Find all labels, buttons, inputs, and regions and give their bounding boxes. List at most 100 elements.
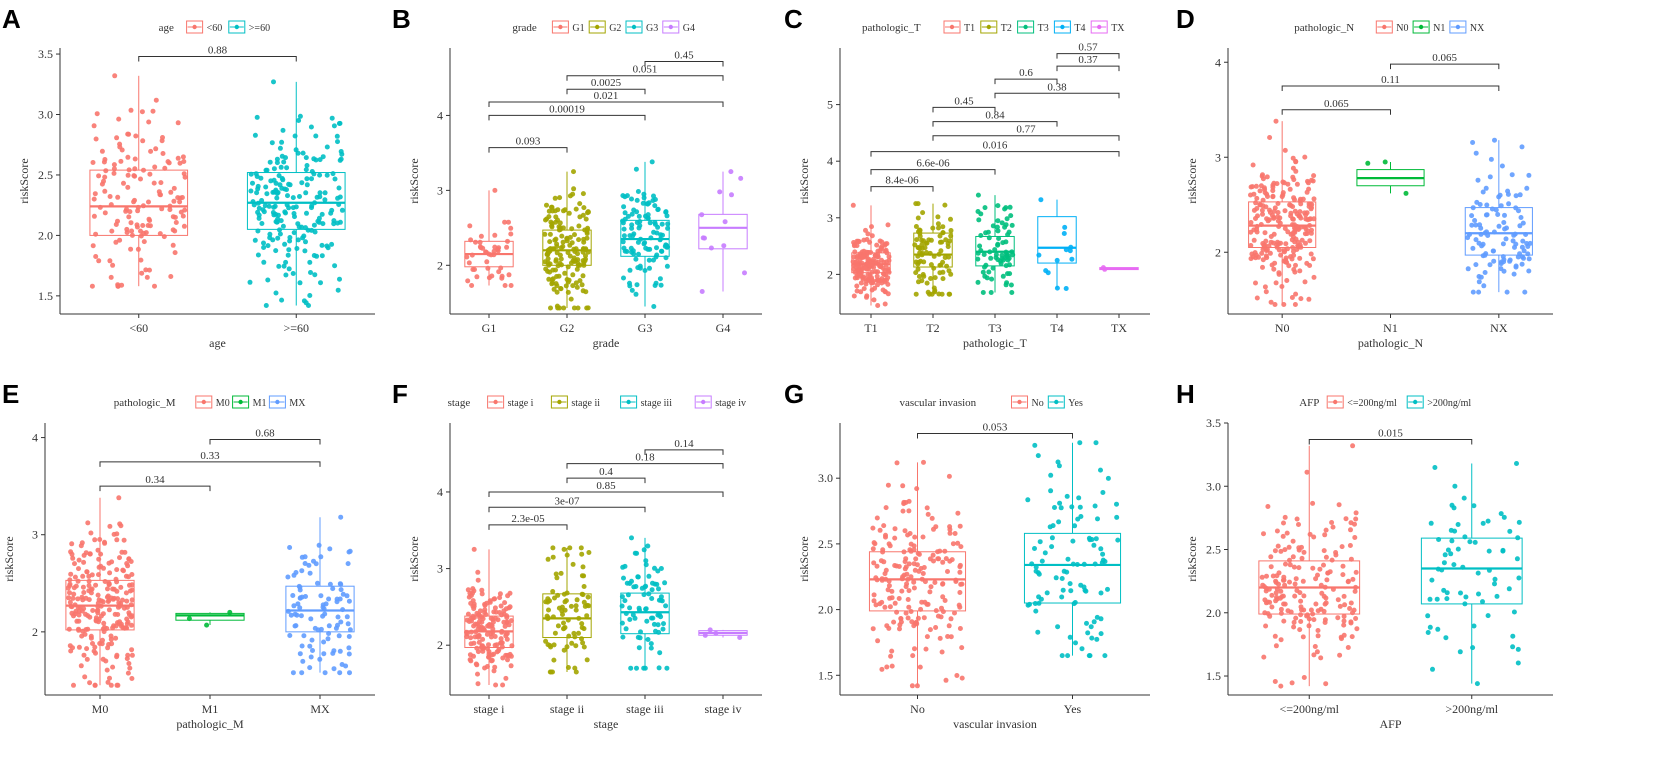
- data-point: [1300, 578, 1306, 584]
- data-point: [116, 116, 122, 122]
- data-point: [1526, 256, 1532, 262]
- comparison: 0.45: [644, 49, 724, 67]
- data-point: [638, 629, 643, 635]
- legend-label: stage iv: [715, 398, 746, 409]
- legend: AFP <=200ng/ml >200ng/ml: [1299, 395, 1471, 409]
- data-point: [337, 648, 343, 654]
- data-point: [1511, 271, 1517, 277]
- data-point: [633, 584, 639, 589]
- data-point: [76, 557, 82, 563]
- data-point: [658, 614, 664, 620]
- data-point: [649, 159, 655, 165]
- data-point: [1098, 631, 1104, 637]
- data-point: [1353, 510, 1359, 516]
- data-point: [557, 220, 563, 226]
- data-point: [100, 656, 106, 662]
- data-point: [858, 289, 864, 295]
- data-point: [1279, 194, 1285, 200]
- data-point: [70, 595, 76, 601]
- data-point: [1322, 617, 1328, 623]
- data-point: [1350, 576, 1356, 582]
- data-point: [1098, 467, 1103, 473]
- data-point: [1275, 218, 1281, 224]
- data-point: [645, 543, 651, 549]
- legend-key-0: N0: [1375, 20, 1409, 34]
- data-point: [652, 220, 658, 225]
- data-point: [171, 198, 177, 204]
- data-point: [1267, 135, 1273, 140]
- data-point: [486, 275, 492, 281]
- data-point: [1294, 224, 1300, 229]
- data-point: [305, 227, 311, 233]
- data-point: [625, 213, 631, 219]
- data-point: [338, 581, 344, 587]
- data-point: [480, 616, 486, 622]
- data-point: [927, 627, 933, 633]
- data-point: [1436, 537, 1442, 542]
- panel-h: H AFP <=200ng/ml >200ng/ml1.52.02.53.03.5<=…: [1176, 379, 1553, 731]
- data-point: [742, 270, 747, 276]
- data-point: [889, 595, 895, 601]
- data-point: [499, 640, 505, 646]
- data-point: [628, 665, 634, 671]
- legend-label: NX: [1470, 23, 1485, 34]
- data-point: [1503, 236, 1509, 242]
- data-point: [84, 646, 90, 652]
- data-point: [1253, 216, 1258, 221]
- data-point: [1003, 282, 1009, 288]
- data-point: [1303, 240, 1308, 246]
- data-point: [980, 290, 986, 295]
- data-point: [1283, 561, 1288, 567]
- x-tick-label: <=200ng/ml: [1279, 702, 1339, 716]
- data-point: [1033, 564, 1039, 570]
- data-point: [1340, 572, 1346, 578]
- data-point: [1317, 566, 1323, 572]
- legend-swatch-dot: [201, 399, 206, 405]
- data-point: [1292, 229, 1298, 235]
- data-point: [854, 259, 860, 265]
- data-point: [630, 612, 636, 618]
- comparison: 0.38: [994, 81, 1120, 99]
- data-point: [547, 239, 553, 245]
- data-point: [303, 167, 309, 173]
- data-point: [313, 133, 319, 139]
- data-point: [94, 111, 100, 117]
- data-point: [1009, 290, 1015, 295]
- data-point: [175, 120, 181, 126]
- data-point: [470, 586, 476, 592]
- x-tick-label: stage iv: [705, 702, 742, 716]
- data-point: [955, 510, 961, 516]
- data-point: [275, 212, 281, 218]
- data-point: [72, 561, 77, 567]
- data-point: [1282, 247, 1288, 253]
- data-point: [1248, 243, 1254, 248]
- data-point: [651, 621, 657, 627]
- data-point: [547, 231, 553, 237]
- data-point: [1472, 218, 1478, 223]
- comparison-bracket: [488, 506, 646, 513]
- legend-label: <60: [207, 23, 223, 34]
- data-point: [949, 557, 955, 563]
- data-point: [1310, 256, 1316, 262]
- box-0: [65, 495, 135, 688]
- data-point: [125, 131, 131, 137]
- data-point: [916, 568, 922, 574]
- data-point: [503, 675, 509, 681]
- data-point: [1522, 289, 1528, 295]
- data-point: [138, 233, 144, 239]
- data-point: [1473, 222, 1479, 228]
- data-point: [919, 237, 925, 243]
- comparison: 0.57: [1056, 42, 1120, 59]
- p-value-label: 0.015: [1378, 427, 1403, 439]
- data-point: [1292, 581, 1298, 587]
- data-point: [1339, 544, 1345, 550]
- data-point: [274, 156, 280, 162]
- data-point: [279, 139, 285, 145]
- data-point: [117, 619, 123, 625]
- data-point: [650, 198, 656, 203]
- data-point: [1005, 253, 1011, 259]
- data-point: [1307, 238, 1313, 244]
- data-point: [68, 571, 74, 577]
- data-point: [992, 247, 998, 253]
- data-point: [499, 273, 505, 279]
